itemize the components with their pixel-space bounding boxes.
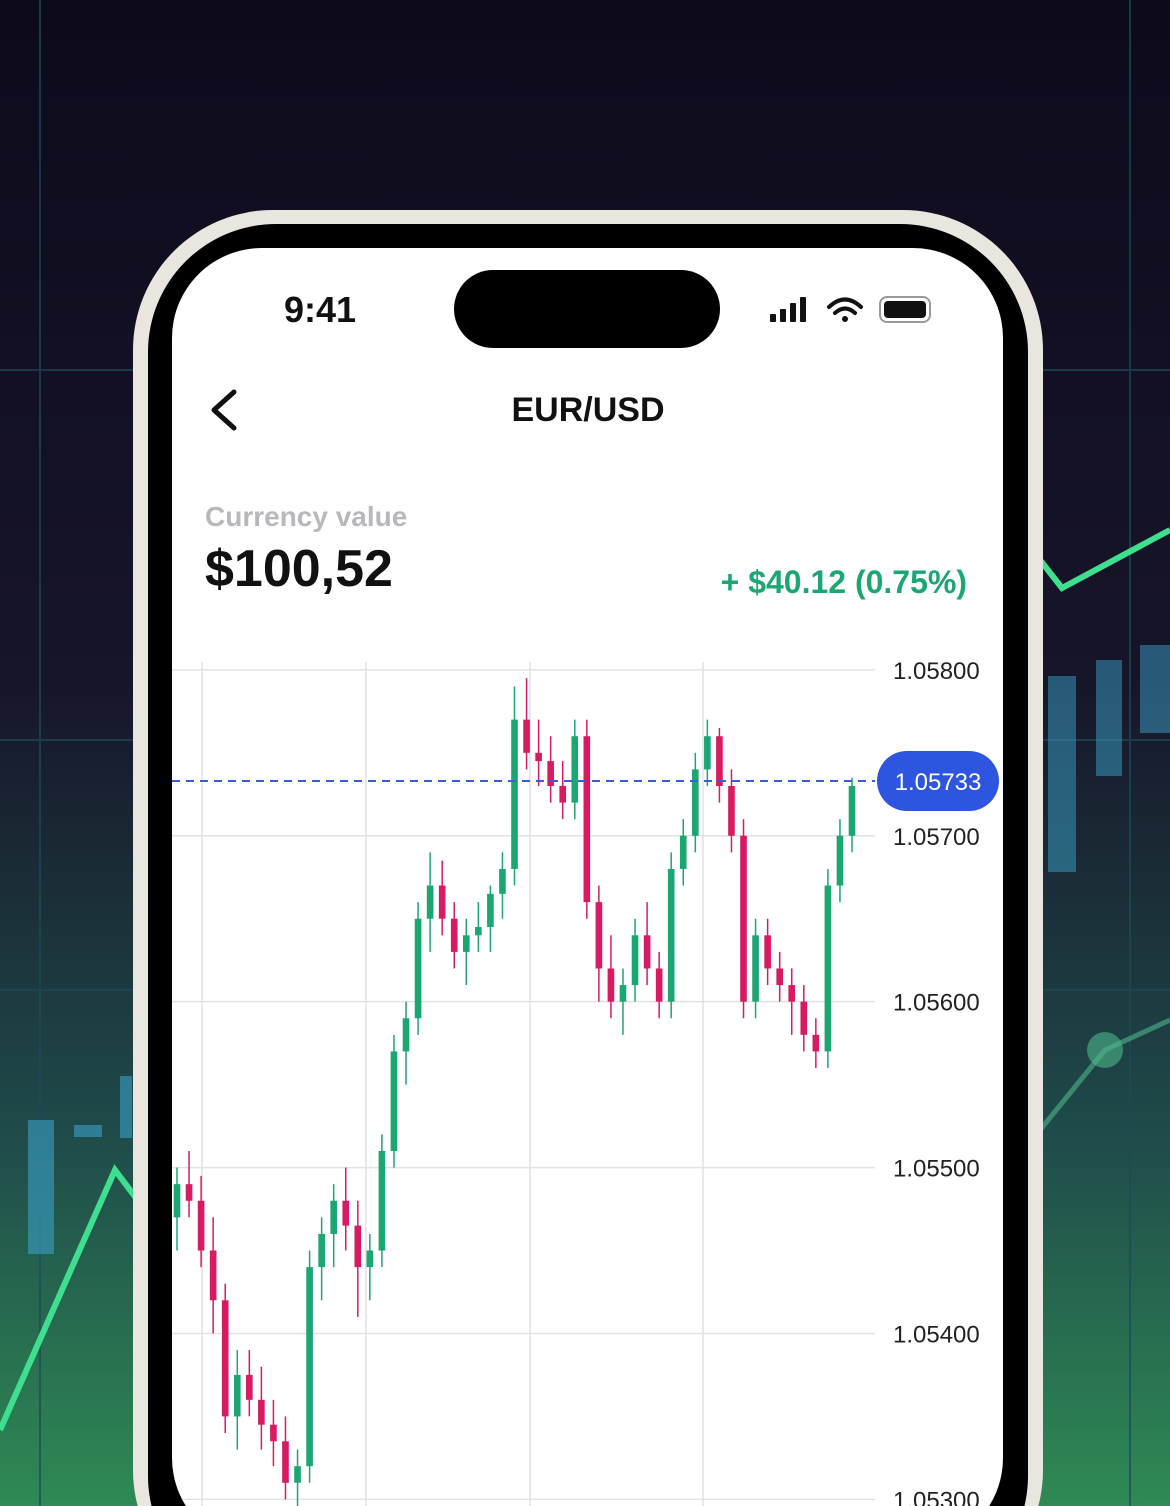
y-tick-label: 1.05500 (893, 1156, 980, 1183)
signal-icon (770, 297, 806, 322)
y-tick-label: 1.05700 (893, 824, 980, 851)
candle-body (776, 968, 783, 986)
candle-body (475, 927, 482, 936)
candle-body (294, 1466, 301, 1483)
candle-body (655, 968, 663, 1002)
candle-body (173, 1184, 181, 1218)
candle-body (270, 1424, 277, 1442)
wifi-dot (842, 316, 848, 322)
background-decoration (0, 527, 1170, 1432)
candle-body (414, 918, 422, 1019)
y-tick-label: 1.05800 (893, 658, 980, 685)
candle-body (728, 785, 735, 836)
app-screen (172, 248, 1003, 1506)
currency-value: $100,52 (205, 540, 393, 598)
candle-body (631, 935, 639, 986)
header-title: EUR/USD (511, 391, 664, 429)
candle-body (318, 1233, 325, 1268)
battery-outline (879, 296, 931, 323)
wifi-icon (827, 297, 863, 315)
current-price-badge (877, 751, 999, 812)
candle-body (197, 1200, 205, 1251)
candle-body (788, 985, 796, 1002)
candle-body (185, 1184, 193, 1201)
candle-body (462, 935, 470, 952)
candle-body (378, 1150, 386, 1251)
candle-body (704, 736, 711, 770)
currency-label: Currency value (205, 501, 407, 532)
candle-body (306, 1267, 313, 1467)
candle-body (824, 885, 832, 1052)
dynamic-island (454, 270, 720, 348)
candle-body (246, 1374, 253, 1400)
candle-body (836, 835, 844, 886)
candle-body (282, 1441, 289, 1483)
candle-body (523, 719, 530, 753)
y-axis: 1.05800 1.05700 1.05600 1.05500 1.05400 1.053… (877, 658, 999, 1506)
current-price-label: 1.05733 (895, 769, 982, 796)
candle-body (716, 736, 723, 786)
candle-body (258, 1399, 265, 1425)
y-tick-label: 1.05400 (893, 1321, 980, 1348)
candle-body (643, 935, 651, 969)
candle-body (330, 1200, 338, 1234)
candle-body (619, 985, 627, 1002)
candle-body (752, 935, 759, 1002)
candle-body (559, 785, 567, 803)
candle-body (402, 1018, 410, 1052)
candle-body (487, 893, 494, 928)
candle-body (221, 1300, 229, 1417)
candle-body (535, 752, 542, 762)
candle-body (691, 769, 699, 836)
candle-body (848, 785, 856, 836)
vertical-grid (201, 662, 704, 1506)
candle-body (342, 1200, 350, 1226)
candle-body (571, 736, 579, 803)
candle-body (450, 918, 458, 952)
candle-body (764, 935, 771, 969)
candle-body (583, 736, 591, 903)
candle-body (499, 868, 506, 894)
status-time: 9:41 (284, 289, 356, 330)
y-tick-label: 1.05300 (893, 1487, 980, 1506)
candle-body (595, 902, 603, 969)
candle-body (438, 885, 446, 919)
candle-body (679, 835, 687, 869)
candle-body (354, 1225, 362, 1268)
battery-level (884, 301, 926, 318)
candle-body (390, 1051, 398, 1151)
candle-body (426, 885, 434, 919)
candle-body (667, 868, 675, 1002)
candle-body (812, 1034, 820, 1052)
candle-body (511, 719, 518, 869)
y-tick-label: 1.05600 (893, 990, 980, 1017)
back-button[interactable] (211, 389, 237, 431)
candle-body (740, 835, 747, 1002)
candle-body (607, 968, 615, 1002)
currency-change: + $40.12 (0.75%) (721, 564, 967, 600)
candle-body (233, 1374, 241, 1417)
candle-body (366, 1250, 374, 1268)
candle-body (800, 1001, 808, 1035)
candle-body (547, 761, 554, 786)
plot-area (172, 662, 875, 1506)
candle-body (209, 1250, 217, 1301)
